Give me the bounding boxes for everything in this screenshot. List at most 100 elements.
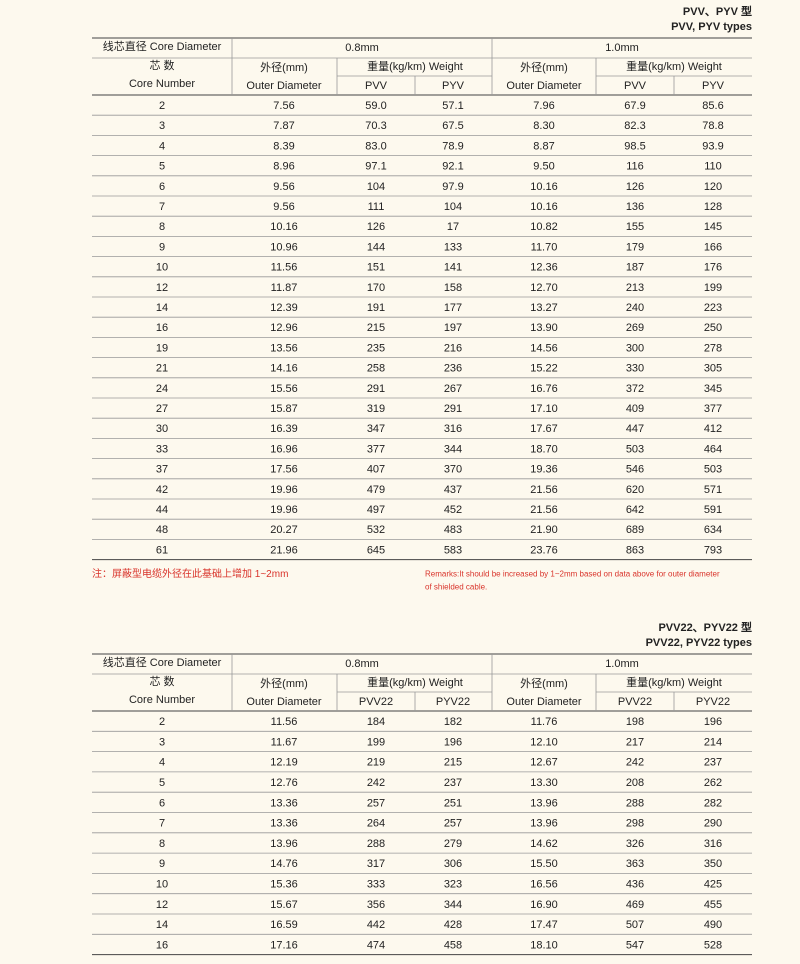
table-cell: 319 [367,403,385,415]
table-cell: 215 [444,757,462,769]
table-cell: 104 [444,201,462,213]
table-cell: 12.39 [270,302,298,314]
table-cell: 237 [444,777,462,789]
table-cell: 16.76 [530,383,558,395]
table-cell: 452 [444,504,462,516]
table-cell: 262 [704,777,722,789]
table-cell: 14.62 [530,838,558,850]
table-cell: 503 [704,464,722,476]
table-cell: 197 [444,322,462,334]
header-cell: PVV [624,80,647,92]
header-cell: PVV [365,80,388,92]
header-cell: PVV22 [359,696,393,708]
header-cell: Core Number [129,78,195,90]
table-cell: 447 [626,423,644,435]
table-cell: 213 [626,282,644,294]
table-cell: 24 [156,383,168,395]
table-cell: 269 [626,322,644,334]
table-cell: 344 [444,443,462,455]
table-cell: 111 [368,201,385,213]
table-cell: 19.96 [270,484,298,496]
table-cell: 13.96 [270,838,298,850]
table-cell: 219 [367,757,385,769]
table-cell: 5 [159,777,165,789]
table-cell: 19 [156,342,168,354]
table-cell: 15.22 [530,363,558,375]
table-cell: 363 [626,858,644,870]
table-cell: 16 [156,939,168,951]
table-cell: 8 [159,838,165,850]
table-cell: 6 [159,181,165,193]
table-cell: 12.19 [270,757,298,769]
table-cell: 14.76 [270,858,298,870]
table-cell: 21.90 [530,524,558,536]
table-cell: 12 [156,282,168,294]
table-cell: 436 [626,878,644,890]
table-cell: 27 [156,403,168,415]
table-cell: 12.67 [530,757,558,769]
table-cell: 305 [704,363,722,375]
table-cell: 67.9 [624,100,645,112]
table-cell: 15.67 [270,899,298,911]
table-cell: 455 [704,899,722,911]
table-cell: 67.5 [442,120,463,132]
header-cell: 1.0mm [605,658,639,670]
table-subtitle: PVV22, PYV22 types [646,637,752,649]
table-cell: 14 [156,302,168,314]
table-cell: 15.50 [530,858,558,870]
header-cell: 重量(kg/km) Weight [626,675,722,689]
table-cell: 236 [444,363,462,375]
header-cell: PYV22 [696,696,730,708]
table-cell: 97.1 [365,161,386,173]
table-cell: 13.36 [270,818,298,830]
table-cell: 282 [704,797,722,809]
table-cell: 326 [626,838,644,850]
table-cell: 13.96 [530,797,558,809]
table-cell: 242 [367,777,385,789]
table-cell: 469 [626,899,644,911]
table-cell: 620 [626,484,644,496]
table-cell: 14.16 [270,363,298,375]
table-cell: 12.10 [530,736,558,748]
table-cell: 689 [626,524,644,536]
table-cell: 464 [704,443,722,455]
header-cell: PYV [442,80,465,92]
table-cell: 21.56 [530,484,558,496]
table-cell: 13.27 [530,302,558,314]
table-cell: 14.56 [530,342,558,354]
header-cell: 0.8mm [345,42,379,54]
table-cell: 23.76 [530,544,558,556]
table-cell: 591 [704,504,722,516]
table-cell: 2 [159,716,165,728]
table-cell: 356 [367,899,385,911]
table-cell: 9 [159,858,165,870]
table-cell: 7.87 [273,120,294,132]
table-cell: 235 [367,342,385,354]
table-cell: 133 [444,241,462,253]
table-cell: 78.9 [442,140,463,152]
table-cell: 10 [156,262,168,274]
table-cell: 490 [704,919,722,931]
table-cell: 267 [444,383,462,395]
table-cell: 16.39 [270,423,298,435]
table-cell: 33 [156,443,168,455]
table-cell: 177 [444,302,462,314]
table-cell: 409 [626,403,644,415]
table-cell: 145 [704,221,722,233]
table-cell: 184 [367,716,385,728]
table-cell: 92.1 [442,161,463,173]
table-cell: 377 [367,443,385,455]
table-cell: 12.36 [530,262,558,274]
table-cell: 116 [626,161,644,173]
table-cell: 21.56 [530,504,558,516]
table-cell: 12.76 [270,777,298,789]
table-cell: 216 [444,342,462,354]
table-cell: 20.27 [270,524,298,536]
table-cell: 458 [444,939,462,951]
table-cell: 330 [626,363,644,375]
table-cell: 7.56 [273,100,294,112]
table-cell: 17 [447,221,459,233]
table-cell: 10.16 [270,221,298,233]
table-cell: 8.96 [273,161,294,173]
